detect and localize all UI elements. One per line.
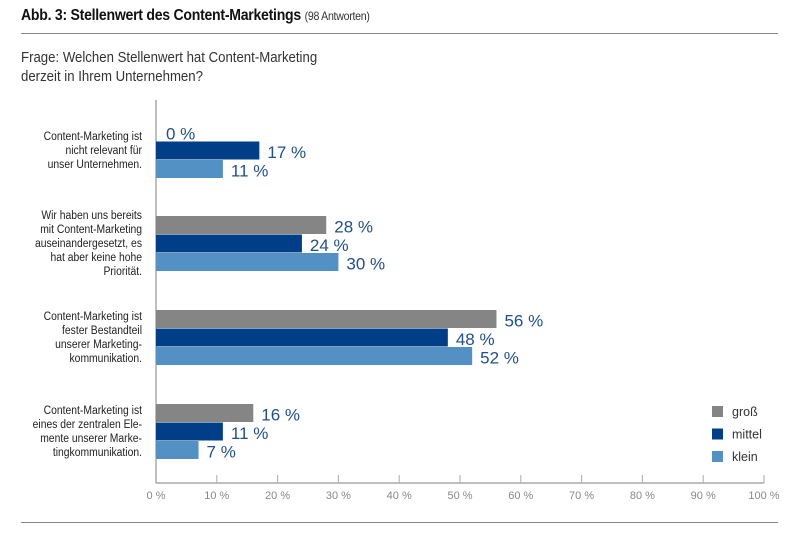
data-label: 11 % [231, 162, 269, 181]
legend-label: groß [732, 405, 758, 419]
bar-groß-3 [156, 404, 254, 422]
x-tick-label: 10 % [204, 490, 229, 502]
data-label: 24 % [310, 236, 349, 255]
bar-klein-2 [156, 347, 473, 365]
data-label: 7 % [207, 443, 236, 462]
bar-klein-3 [156, 441, 199, 459]
bar-mittel-2 [156, 328, 448, 347]
x-tick-label: 0 % [147, 490, 166, 502]
x-tick-label: 60 % [508, 490, 533, 502]
legend-swatch-klein [712, 451, 723, 462]
bar-groß-2 [156, 310, 497, 328]
data-label: 17 % [267, 143, 306, 162]
top-rule [21, 33, 778, 34]
bar-mittel-1 [156, 234, 302, 253]
legend-label: mittel [732, 428, 762, 442]
x-tick-label: 80 % [630, 490, 655, 502]
bottom-rule [21, 522, 778, 523]
data-label: 16 % [261, 406, 300, 425]
legend-swatch-mittel [712, 428, 723, 440]
legend-swatch-groß [712, 406, 723, 417]
category-label: Content-Marketing ist fester Bestandteil u… [43, 310, 143, 365]
question: Frage: Welchen Stellenwert hat Content-M… [21, 49, 318, 85]
bar-groß-1 [156, 216, 327, 234]
x-tick-label: 50 % [447, 490, 472, 502]
category-label: Content-Marketing ist nicht relevant für u… [43, 130, 143, 171]
x-tick-label: 70 % [569, 490, 594, 502]
data-label: 0 % [166, 125, 195, 144]
bar-mittel-3 [156, 422, 223, 441]
data-label: 30 % [346, 255, 385, 274]
data-label: 48 % [456, 330, 495, 349]
x-tick-label: 100 % [748, 490, 779, 502]
data-label: 52 % [480, 349, 519, 368]
bar-mittel-0 [156, 141, 260, 160]
legend-label: klein [732, 450, 758, 464]
x-tick-label: 40 % [387, 490, 412, 502]
x-tick-label: 90 % [691, 490, 716, 502]
x-tick-label: 30 % [326, 490, 351, 502]
data-label: 28 % [334, 218, 373, 237]
bar-klein-0 [156, 160, 223, 178]
category-label: Wir haben uns bereits mit Content-Marketi… [34, 209, 143, 278]
chart-title: Abb. 3: Stellenwert des Content-Marketin… [21, 7, 370, 24]
data-label: 11 % [231, 424, 269, 443]
data-label: 56 % [504, 312, 543, 331]
x-tick-label: 20 % [265, 490, 290, 502]
bar-klein-1 [156, 253, 339, 271]
category-label: Content-Marketing ist eines der zentralen… [32, 404, 143, 459]
